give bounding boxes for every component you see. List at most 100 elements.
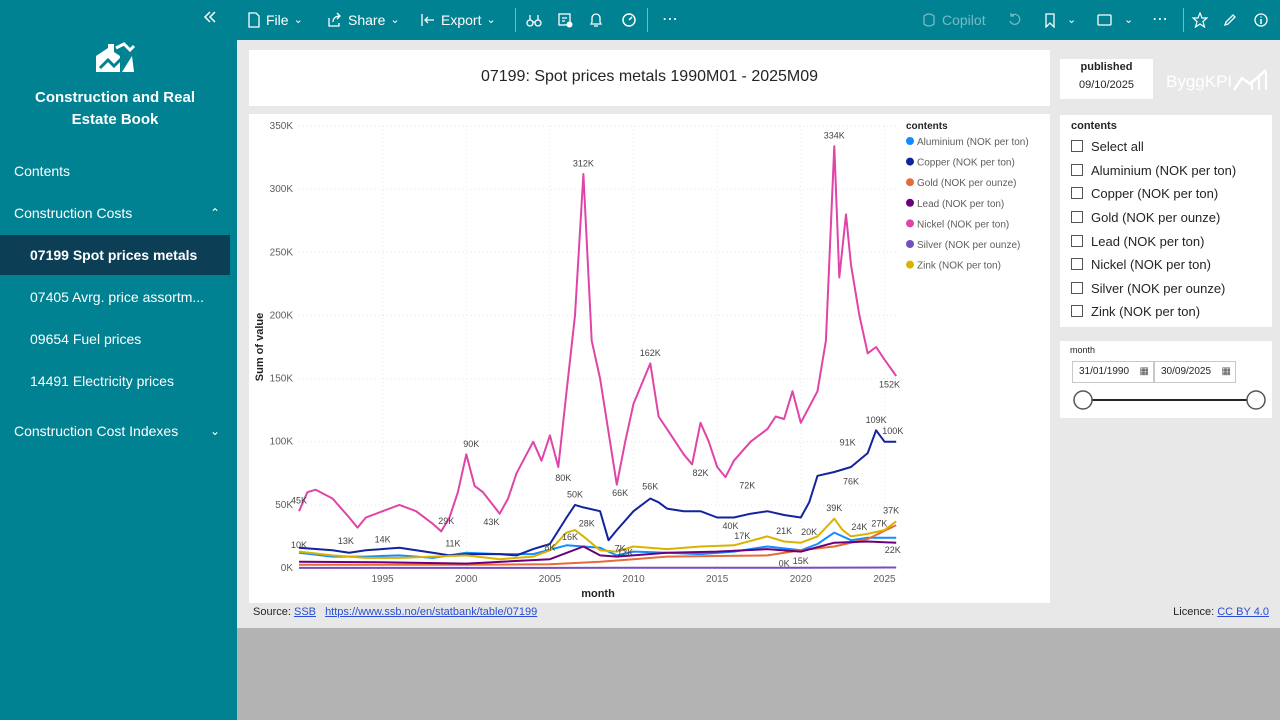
slicer-option-zink[interactable]: Zink (NOK per ton) — [1071, 301, 1200, 321]
legend-marker — [906, 260, 914, 269]
slicer-option-silver[interactable]: Silver (NOK per ounze) — [1071, 278, 1225, 298]
slider-start-handle[interactable] — [1073, 390, 1093, 410]
insights-button[interactable] — [621, 0, 637, 40]
data-label: 100K — [882, 426, 903, 436]
x-tick-label: 2015 — [706, 574, 729, 585]
checkbox[interactable] — [1071, 187, 1083, 199]
x-axis-title: month — [581, 588, 615, 600]
toolbar: File ⌄ Share ⌄ Export ⌄ ⋯ Copilot ⌄ ⌄ ⋯ — [237, 0, 1280, 40]
data-label: 39K — [826, 503, 842, 513]
legend-entry: Copper (NOK per ton) — [917, 158, 1015, 169]
source-url-link[interactable]: https://www.ssb.no/en/statbank/table/071… — [325, 606, 538, 618]
share-label: Share — [348, 12, 386, 28]
data-label: 90K — [463, 439, 479, 449]
checkbox[interactable] — [1071, 305, 1083, 317]
nav-label: 09654 Fuel prices — [30, 331, 142, 347]
checkbox[interactable] — [1071, 140, 1083, 152]
range-slider[interactable] — [1060, 386, 1272, 414]
series-line — [298, 540, 897, 565]
end-date-input[interactable]: 30/09/2025 ▦ — [1154, 361, 1236, 383]
nav-label: 07199 Spot prices metals — [30, 247, 198, 263]
bookmark-icon — [1045, 12, 1055, 28]
series-line — [298, 145, 898, 533]
series-line — [298, 517, 897, 561]
reset-icon[interactable] — [1008, 0, 1022, 40]
start-date-input[interactable]: 31/01/1990 ▦ — [1072, 361, 1154, 383]
nav-construction-cost-indexes[interactable]: Construction Cost Indexes ⌄ — [0, 411, 230, 451]
collapse-sidebar-icon[interactable] — [200, 10, 220, 30]
checkbox[interactable] — [1071, 282, 1083, 294]
data-label: 312K — [573, 158, 594, 168]
licence-link[interactable]: CC BY 4.0 — [1217, 606, 1269, 618]
y-tick-label: 50K — [275, 500, 293, 511]
nav-contents[interactable]: Contents — [0, 151, 230, 191]
nav-09654-fuel-prices[interactable]: 09654 Fuel prices — [0, 319, 230, 359]
file-menu[interactable]: File ⌄ — [247, 0, 303, 40]
subscribe-icon — [558, 13, 573, 28]
slicer-option-label: Silver (NOK per ounze) — [1091, 280, 1226, 296]
checkbox[interactable] — [1071, 235, 1083, 247]
favorite-button[interactable] — [1192, 0, 1208, 40]
nav-construction-costs[interactable]: Construction Costs ⌃ — [0, 193, 230, 233]
slicer-option-label: Copper (NOK per ton) — [1091, 185, 1219, 201]
toolbar-divider — [515, 8, 516, 32]
data-label: 76K — [843, 477, 859, 487]
data-label: 14K — [375, 535, 391, 545]
more-options-icon[interactable]: ⋯ — [662, 11, 678, 28]
x-tick-label: 2005 — [539, 574, 562, 585]
slicer-option-gold[interactable]: Gold (NOK per ounze) — [1071, 207, 1220, 227]
nav-label: 14491 Electricity prices — [30, 373, 174, 389]
checkbox[interactable] — [1071, 258, 1083, 270]
copilot-button[interactable]: Copilot — [921, 0, 986, 40]
legend-entry: Lead (NOK per ton) — [917, 199, 1004, 210]
nav-07405-avrg-price[interactable]: 07405 Avrg. price assortm... — [0, 277, 230, 317]
pencil-icon — [1223, 14, 1236, 27]
slicer-option-copper[interactable]: Copper (NOK per ton) — [1071, 183, 1218, 203]
checkbox[interactable] — [1071, 211, 1083, 223]
export-menu[interactable]: Export ⌄ — [420, 0, 496, 40]
nav-14491-electricity-prices[interactable]: 14491 Electricity prices — [0, 361, 230, 401]
slicer-option-aluminium[interactable]: Aluminium (NOK per ton) — [1071, 160, 1236, 180]
checkbox[interactable] — [1071, 164, 1083, 176]
book-logo-icon — [94, 42, 136, 78]
binoculars-button[interactable] — [526, 0, 542, 40]
data-label: 8K — [544, 542, 555, 552]
file-label: File — [266, 12, 289, 28]
nav-label: Construction Cost Indexes — [14, 423, 179, 439]
slicer-select-all[interactable]: Select all — [1071, 136, 1144, 156]
data-label: 45K — [291, 496, 307, 506]
slider-end-handle[interactable] — [1246, 390, 1266, 410]
data-label: 29K — [438, 516, 454, 526]
more-options-icon[interactable]: ⋯ — [1152, 11, 1168, 28]
share-menu[interactable]: Share ⌄ — [327, 0, 400, 40]
legend-title: contents — [906, 121, 948, 132]
slicer-option-nickel[interactable]: Nickel (NOK per ton) — [1071, 254, 1211, 274]
legend-entry: Gold (NOK per ounze) — [917, 178, 1017, 189]
data-label: 334K — [824, 131, 845, 141]
calendar-icon: ▦ — [1139, 366, 1149, 377]
export-label: Export — [441, 12, 482, 28]
bookmark-menu[interactable]: ⌄ — [1044, 0, 1076, 40]
edit-button[interactable] — [1223, 0, 1237, 40]
slicer-option-lead[interactable]: Lead (NOK per ton) — [1071, 231, 1204, 251]
source-link[interactable]: SSB — [293, 606, 316, 618]
info-icon — [1254, 13, 1268, 27]
info-button[interactable] — [1254, 0, 1268, 40]
legend-marker — [906, 240, 914, 248]
legend-entry: Silver (NOK per ounze) — [917, 240, 1020, 251]
nav-07199-spot-prices-metals[interactable]: 07199 Spot prices metals — [0, 235, 230, 275]
contents-slicer: contents Select all Aluminium (NOK per t… — [1060, 115, 1272, 327]
y-tick-label: 250K — [270, 247, 294, 258]
slicer-option-label: Nickel (NOK per ton) — [1091, 256, 1211, 272]
subscribe-button[interactable] — [557, 0, 573, 40]
chevron-down-icon: ⌄ — [1067, 14, 1077, 26]
data-label: 21K — [776, 526, 792, 536]
data-label: 20K — [801, 527, 817, 537]
data-label: 109K — [866, 415, 887, 425]
range-label: month — [1070, 345, 1096, 355]
alert-button[interactable] — [589, 0, 603, 40]
nav-label: 07405 Avrg. price assortm... — [30, 289, 205, 305]
file-icon — [248, 12, 260, 28]
chevron-down-icon: ⌄ — [390, 14, 400, 26]
view-menu[interactable]: ⌄ — [1097, 0, 1133, 40]
